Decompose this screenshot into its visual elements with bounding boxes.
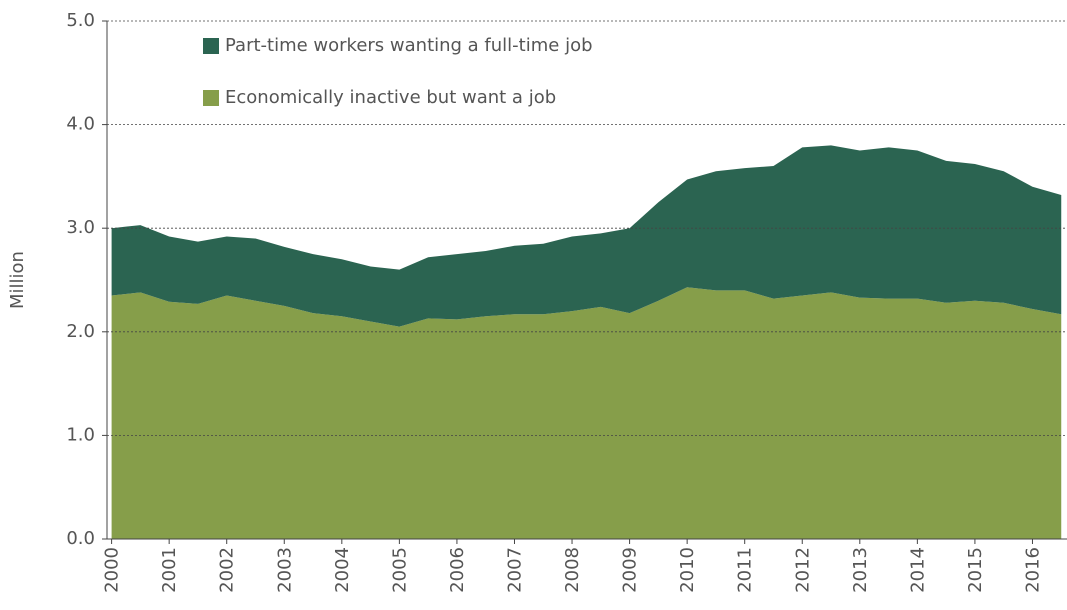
x-tick-label: 2015 bbox=[965, 547, 986, 593]
x-tick-label: 2007 bbox=[504, 547, 525, 593]
x-tick-label: 2010 bbox=[677, 547, 698, 593]
area bbox=[111, 145, 1062, 327]
x-tick-label: 2009 bbox=[620, 547, 641, 593]
y-tick-label: 5.0 bbox=[66, 10, 95, 31]
x-tick-label: 2001 bbox=[159, 547, 180, 593]
x-tick-label: 2014 bbox=[907, 547, 928, 593]
y-axis-label: Million bbox=[7, 251, 28, 309]
x-tick-label: 2012 bbox=[792, 547, 813, 593]
x-tick-label: 2005 bbox=[389, 547, 410, 593]
area bbox=[111, 287, 1062, 539]
y-tick-label: 3.0 bbox=[66, 217, 95, 238]
legend-swatch bbox=[203, 90, 219, 106]
x-tick-label: 2016 bbox=[1022, 547, 1043, 593]
y-tick-label: 4.0 bbox=[66, 114, 95, 135]
y-tick-label: 0.0 bbox=[66, 528, 95, 549]
x-tick-label: 2000 bbox=[102, 547, 123, 593]
x-tick-label: 2011 bbox=[735, 547, 756, 593]
x-tick-label: 2013 bbox=[850, 547, 871, 593]
y-tick-label: 1.0 bbox=[66, 424, 95, 445]
legend-swatch bbox=[203, 38, 219, 54]
x-tick-label: 2004 bbox=[332, 547, 353, 593]
y-tick-label: 2.0 bbox=[66, 321, 95, 342]
legend-label: Economically inactive but want a job bbox=[225, 87, 556, 108]
x-tick-label: 2008 bbox=[562, 547, 583, 593]
x-tick-label: 2006 bbox=[447, 547, 468, 593]
x-tick-label: 2002 bbox=[217, 547, 238, 593]
legend-label: Part-time workers wanting a full-time jo… bbox=[225, 35, 593, 56]
x-tick-label: 2003 bbox=[274, 547, 295, 593]
